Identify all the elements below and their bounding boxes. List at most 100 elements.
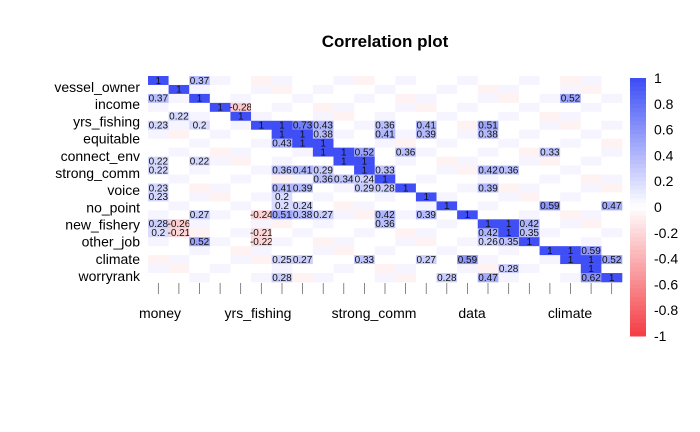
colorbar-segment [630, 202, 646, 208]
heatmap-cell [168, 102, 190, 113]
row-label: other_job [82, 234, 141, 250]
cell-value: 0.2 [275, 201, 289, 212]
heatmap-cell [189, 219, 211, 229]
heatmap-cell [209, 84, 231, 95]
heatmap-cell [477, 156, 499, 166]
heatmap-cell [498, 219, 520, 229]
heatmap-cell [518, 156, 540, 166]
heatmap-cell [415, 129, 437, 139]
heatmap-cell [498, 237, 520, 247]
heatmap-cell [333, 138, 355, 148]
heatmap-cell [271, 183, 293, 193]
cell-value: 0.23 [149, 183, 169, 194]
heatmap-cell [292, 219, 314, 229]
heatmap-cell [580, 111, 602, 122]
cell-value: 0.52 [190, 237, 210, 248]
row-label: voice [107, 182, 140, 198]
heatmap-cell [312, 174, 334, 184]
heatmap-cell [560, 129, 582, 139]
heatmap-cell [230, 84, 252, 95]
heatmap-cell [580, 165, 602, 175]
colorbar-segment [630, 224, 646, 229]
heatmap-cell [415, 228, 437, 238]
heatmap-cell [292, 138, 314, 148]
heatmap-cell [580, 192, 602, 202]
heatmap-cell [580, 102, 602, 113]
heatmap-cell [271, 84, 293, 95]
colorbar-segment [630, 258, 646, 264]
cell-value: 0.29 [355, 183, 375, 194]
cell-value: 1 [320, 147, 326, 158]
heatmap-cell [477, 201, 499, 211]
colorbar-tick-label: -0.6 [654, 276, 678, 292]
heatmap-cell [230, 174, 252, 184]
heatmap-cell [560, 147, 582, 157]
cell-value: 0.43 [272, 138, 292, 149]
heatmap-cell [457, 120, 479, 131]
cell-value: 0.28 [499, 264, 519, 275]
colorbar-segment [630, 185, 646, 191]
heatmap-cell [560, 93, 582, 104]
heatmap-cell [395, 246, 417, 256]
heatmap-cell [333, 246, 355, 256]
heatmap-cell [292, 237, 314, 247]
cell-value: 0.42 [478, 228, 498, 239]
heatmap-cell [209, 147, 231, 157]
heatmap-cell [251, 201, 272, 211]
heatmap-cell [148, 165, 169, 175]
heatmap-cell [457, 237, 479, 247]
heatmap-cell [292, 111, 314, 122]
colorbar-tick-label: 0.6 [654, 122, 674, 138]
heatmap-cell [457, 273, 479, 283]
cell-value: 0.36 [375, 121, 395, 132]
heatmap-cell [415, 246, 437, 256]
heatmap-cell [271, 255, 293, 265]
heatmap-cell [168, 246, 190, 256]
heatmap-cell [436, 84, 458, 95]
heatmap-cell [498, 255, 520, 265]
heatmap-cell [415, 255, 437, 265]
heatmap-cell [457, 93, 479, 104]
heatmap-cell [271, 129, 293, 139]
heatmap-cell [436, 273, 458, 283]
heatmap-cell [580, 120, 602, 131]
cell-value: 0.41 [272, 183, 292, 194]
heatmap-cell [251, 156, 272, 166]
heatmap-cell [333, 84, 355, 95]
cell-value: 1 [403, 183, 409, 194]
heatmap-cell [354, 138, 375, 148]
heatmap-cell [436, 192, 458, 202]
colorbar-segment [630, 133, 646, 139]
cell-value: 0.38 [293, 210, 313, 221]
heatmap-cell [580, 228, 602, 238]
cell-value: 0.27 [416, 255, 436, 266]
heatmap-cell [436, 138, 458, 148]
heatmap-cell [580, 147, 602, 157]
heatmap-cell [312, 255, 334, 265]
heatmap-cell [518, 84, 540, 95]
colorbar-segment [630, 250, 646, 255]
heatmap-cell [148, 111, 169, 122]
heatmap-cell [333, 219, 355, 229]
heatmap-cell [209, 174, 231, 184]
heatmap-cell [333, 210, 355, 220]
heatmap-cell [498, 120, 520, 131]
heatmap-cell [333, 120, 355, 131]
cell-value: 0.27 [293, 255, 313, 266]
cell-value: 1 [217, 103, 223, 114]
heatmap-cell [168, 120, 190, 131]
heatmap-cell [539, 255, 561, 265]
heatmap-cell [354, 76, 375, 86]
cell-value: 0.2 [193, 121, 207, 132]
heatmap-cell [498, 273, 520, 283]
heatmap-cell [251, 165, 272, 175]
heatmap-cell [209, 246, 231, 256]
heatmap-cell [415, 76, 437, 86]
heatmap-cell [292, 201, 314, 211]
heatmap-cell [477, 165, 499, 175]
column-label: strong_comm [332, 305, 417, 321]
cell-value: 0.33 [355, 255, 375, 266]
heatmap-cell [168, 219, 190, 229]
heatmap-cell [601, 264, 623, 274]
heatmap-cell [209, 273, 231, 283]
